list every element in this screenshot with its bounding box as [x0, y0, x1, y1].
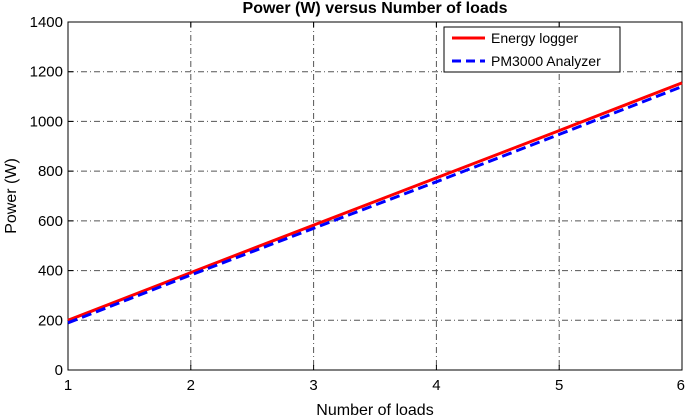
y-tick-label: 600 — [38, 213, 63, 230]
legend-box — [443, 26, 621, 73]
x-tick-label: 3 — [309, 377, 317, 394]
y-tick-label: 200 — [38, 312, 63, 329]
chart-title: Power (W) versus Number of loads — [243, 0, 508, 17]
legend: Energy logger PM3000 Analyzer — [443, 26, 621, 73]
y-ticks: 0 200 400 600 800 1000 1200 1400 — [30, 14, 682, 379]
y-tick-label: 400 — [38, 263, 63, 280]
x-tick-label: 5 — [555, 377, 563, 394]
legend-label-pm3000-analyzer: PM3000 Analyzer — [491, 53, 601, 69]
x-tick-label: 1 — [64, 377, 72, 394]
x-ticks: 1 2 3 4 5 6 — [64, 22, 685, 394]
series-line-pm3000-analyzer — [67, 85, 683, 325]
x-axis-label: Number of loads — [316, 402, 433, 419]
series-lines — [67, 81, 683, 325]
y-tick-label: 1200 — [30, 64, 63, 81]
grid — [68, 22, 682, 370]
y-axis-label: Power (W) — [3, 158, 20, 234]
legend-label-energy-logger: Energy logger — [491, 30, 579, 46]
y-tick-label: 0 — [55, 362, 63, 379]
x-tick-label: 4 — [432, 377, 440, 394]
series-line-energy-logger — [67, 81, 683, 322]
x-tick-label: 6 — [677, 377, 685, 394]
plot-area-frame — [67, 21, 683, 371]
y-tick-label: 1000 — [30, 113, 63, 130]
x-tick-label: 2 — [187, 377, 195, 394]
y-tick-label: 800 — [38, 163, 63, 180]
y-tick-label: 1400 — [30, 14, 63, 31]
